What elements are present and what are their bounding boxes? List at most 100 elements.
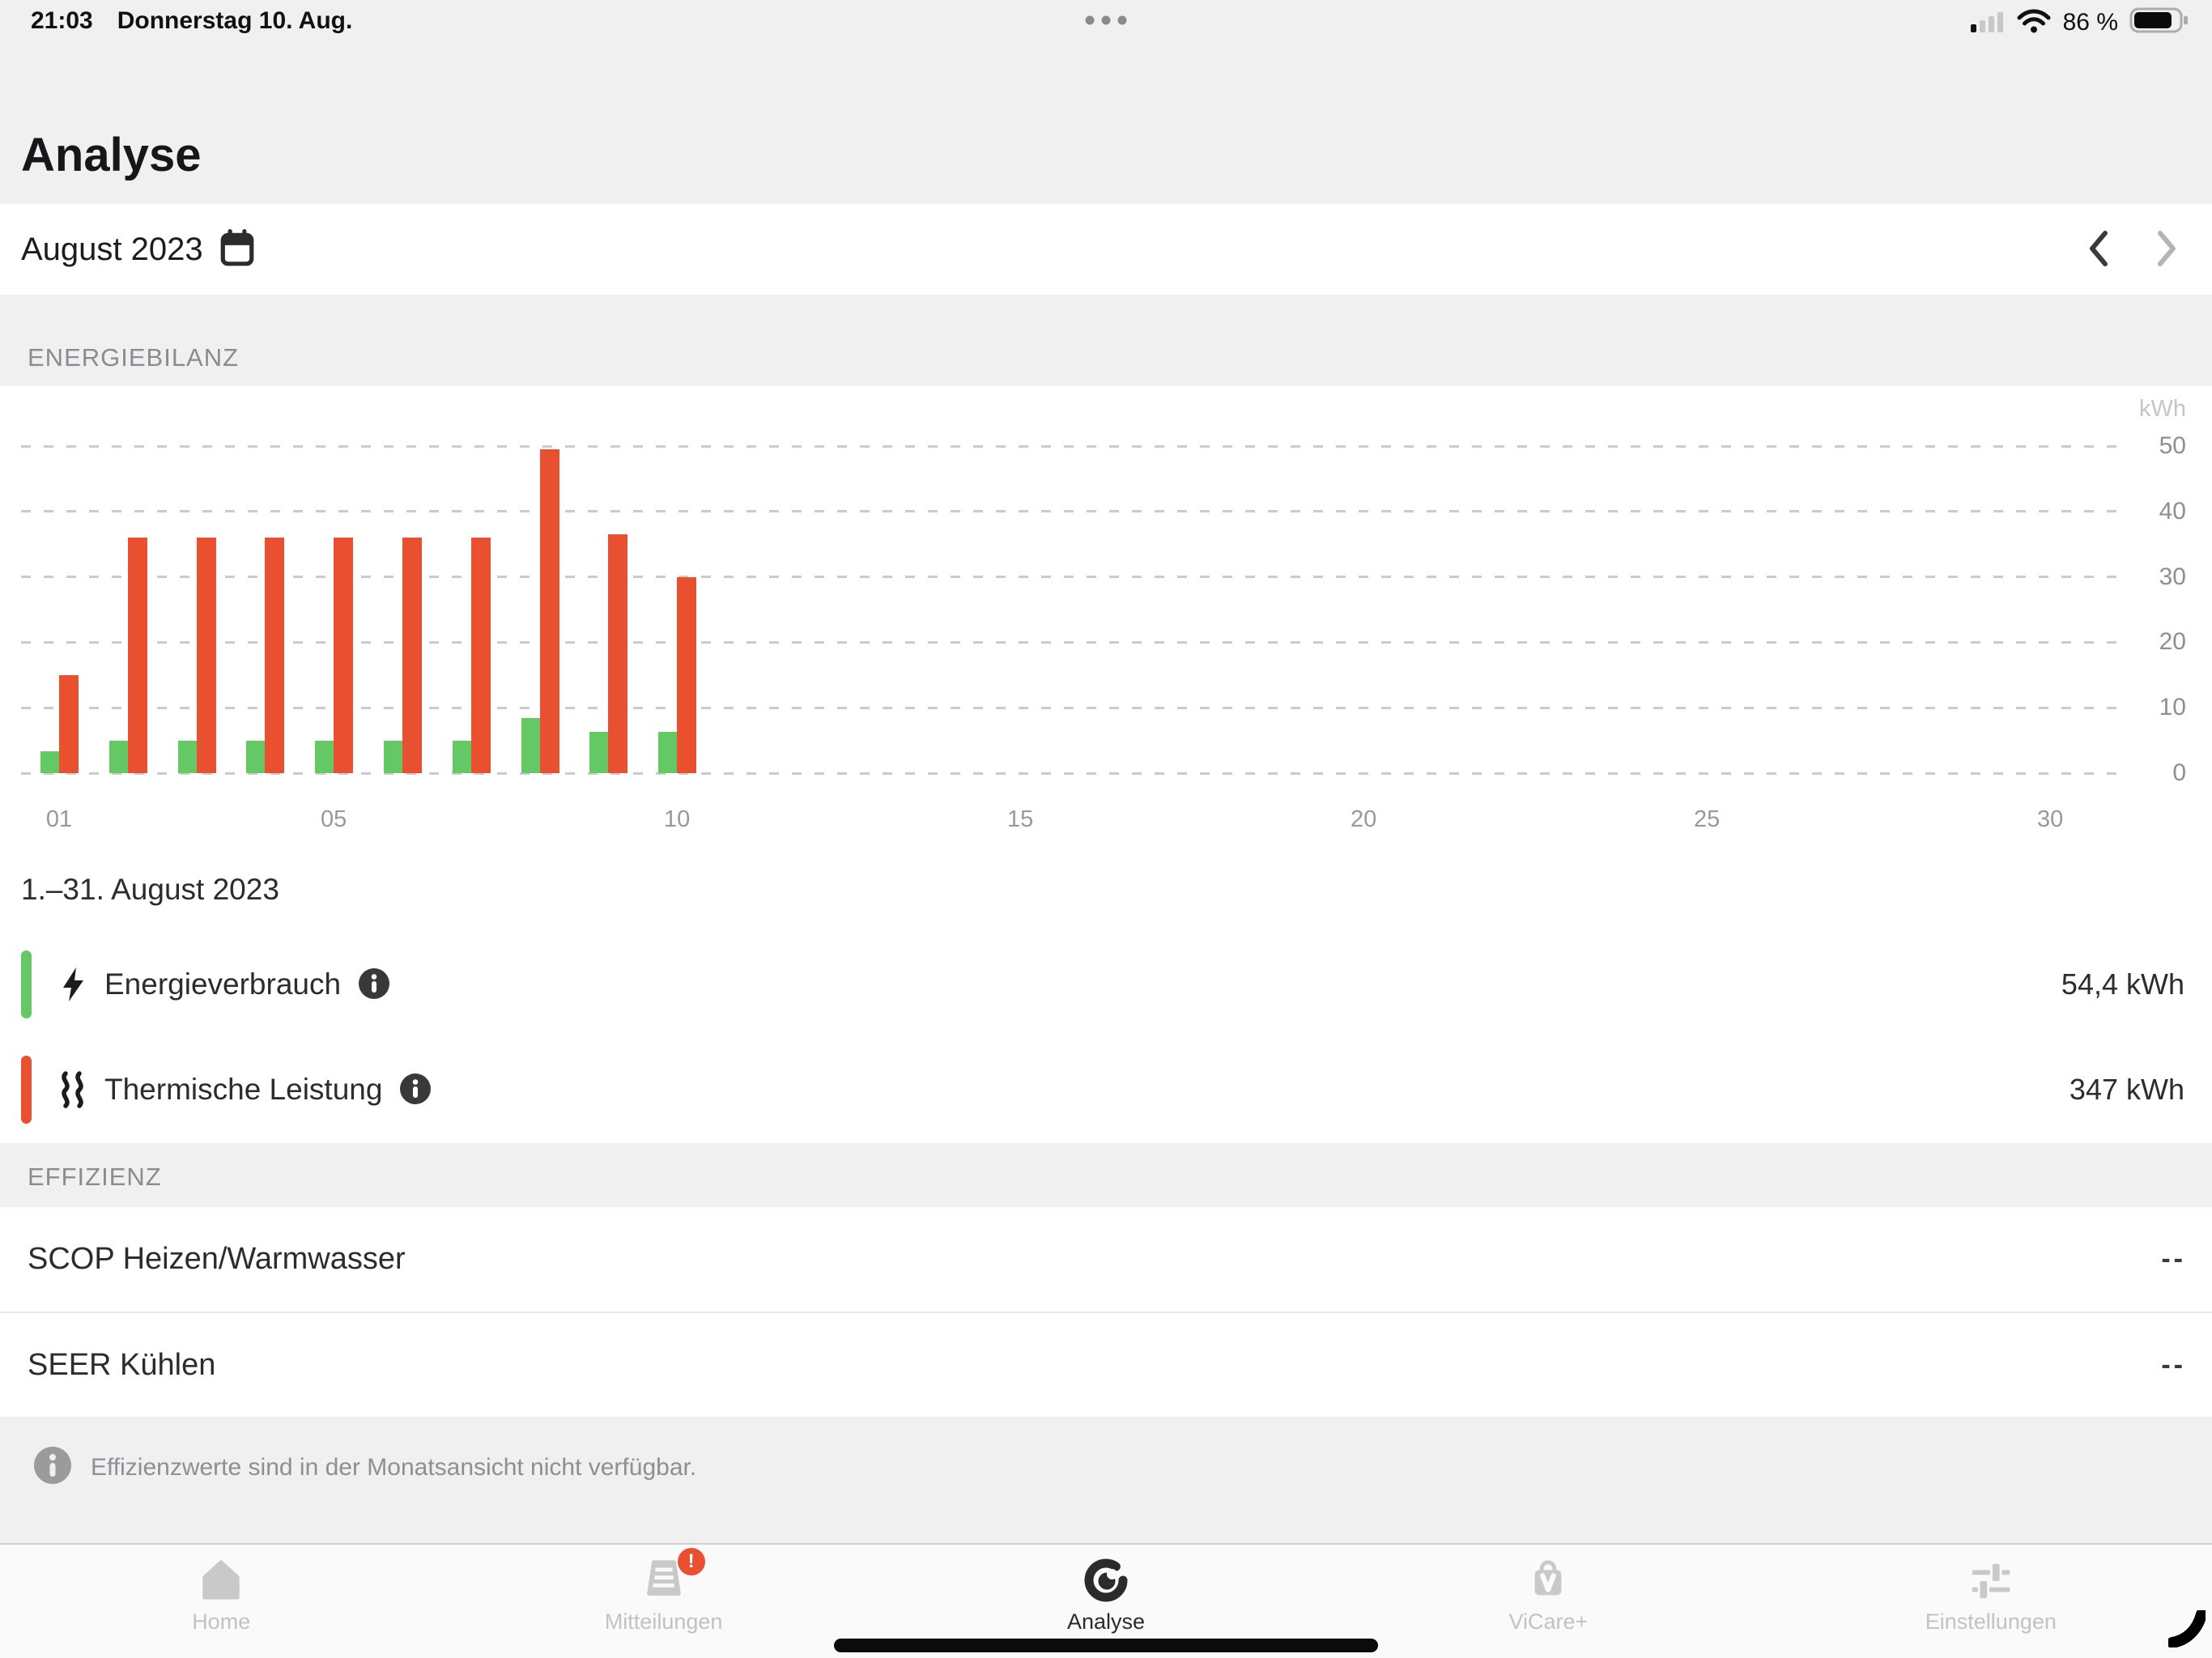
efficiency-row-scop: SCOP Heizen/Warmwasser -- [28,1207,2186,1311]
legend-value-thermal: 347 kWh [2069,1073,2184,1106]
bar-consumption-day-10 [658,732,678,773]
status-date: Donnerstag 10. Aug. [117,7,353,34]
x-axis-label-15: 15 [1007,806,1034,832]
bar-thermal-day-6 [402,538,422,773]
x-axis-label-10: 10 [664,806,691,832]
date-selector-row: August 2023 [0,204,2212,295]
info-button-thermal[interactable] [400,1073,432,1107]
seer-value: -- [2161,1349,2186,1380]
tab-einstellungen[interactable]: Einstellungen [1770,1545,2212,1658]
bar-thermal-day-4 [265,538,285,773]
bar-thermal-day-10 [677,576,697,773]
legend-row-thermal: Thermische Leistung 347 kWh [21,1056,2184,1124]
vicare-bag-icon [1525,1554,1572,1606]
x-axis-label-30: 30 [2037,806,2064,832]
legend-label-consumption: Energieverbrauch [104,967,342,1001]
y-axis-label-20: 20 [2159,628,2186,656]
bar-thermal-day-3 [196,538,216,773]
tab-label-analyse: Analyse [1066,1609,1146,1634]
divider [0,1312,2212,1313]
chart-unit-label: kWh [2139,396,2186,422]
x-axis-label-25: 25 [1694,806,1721,832]
y-axis-label-0: 0 [2172,759,2186,786]
note-text: Effizienzwerte sind in der Monatsansicht… [91,1453,697,1481]
legend-color-thermal [21,1056,32,1124]
tab-label-einstellungen: Einstellungen [1925,1609,2057,1634]
bar-consumption-day-1 [40,750,59,773]
info-icon [359,967,390,1001]
legend-row-consumption: Energieverbrauch 54,4 kWh [21,950,2184,1018]
bolt-icon [54,967,91,1002]
bar-consumption-day-2 [108,740,128,773]
bar-thermal-day-2 [127,538,147,773]
calendar-icon [219,228,255,271]
tab-bar: Home ! Mitteilungen [0,1543,2212,1658]
bar-consumption-day-5 [315,740,334,773]
efficiency-card: SCOP Heizen/Warmwasser -- SEER Kühlen -- [0,1207,2212,1417]
cellular-signal-icon [1969,6,2005,38]
bar-consumption-day-7 [452,740,471,773]
legend-value-consumption: 54,4 kWh [2061,967,2184,1001]
date-range-label: 1.–31. August 2023 [21,873,279,906]
chevron-right-icon [2155,229,2180,270]
analyse-icon [1081,1554,1131,1606]
gridline-10 [21,706,2120,709]
y-axis-label-10: 10 [2159,694,2186,721]
bar-consumption-day-8 [521,718,540,773]
efficiency-note: Effizienzwerte sind in der Monatsansicht… [34,1447,696,1488]
bar-consumption-day-9 [589,732,609,773]
bar-thermal-day-7 [470,538,491,773]
section-label-energiebilanz: ENERGIEBILANZ [28,343,240,372]
status-time: 21:03 [31,7,93,34]
y-axis-label-40: 40 [2159,497,2186,525]
wifi-icon [2016,7,2052,37]
tab-label-vicare: ViCare+ [1508,1609,1589,1634]
legend-color-consumption [21,950,32,1018]
battery-percent: 86 % [2062,8,2118,36]
info-button-consumption[interactable] [359,967,390,1001]
section-label-effizienz: EFFIZIENZ [28,1163,162,1191]
date-picker-label: August 2023 [21,231,203,267]
date-picker[interactable]: August 2023 [21,204,255,295]
heat-waves-icon [54,1071,91,1108]
messages-icon: ! [640,1548,705,1606]
bar-consumption-day-6 [384,740,402,773]
info-icon [34,1447,71,1488]
gridline-20 [21,640,2120,644]
y-axis-label-30: 30 [2159,563,2186,590]
screen-corner-mark [2167,1609,2207,1652]
legend-label-thermal: Thermische Leistung [104,1073,383,1106]
multitasking-dots-icon[interactable] [1085,15,1127,29]
scop-label: SCOP Heizen/Warmwasser [28,1241,406,1276]
previous-month-button[interactable] [2086,229,2110,270]
seer-label: SEER Kühlen [28,1347,216,1382]
gridline-50 [21,444,2120,448]
tab-mitteilungen[interactable]: ! Mitteilungen [442,1545,884,1658]
page-title: Analyse [21,129,202,181]
home-indicator[interactable] [834,1639,1378,1652]
tab-analyse[interactable]: Analyse [885,1545,1327,1658]
x-axis-label-01: 01 [45,806,73,832]
status-bar: 21:03 Donnerstag 10. Aug. [0,0,2212,39]
bar-consumption-day-4 [246,740,266,773]
sliders-icon [1967,1554,2014,1606]
bar-thermal-day-8 [539,449,559,773]
tab-vicare-plus[interactable]: ViCare+ [1327,1545,1769,1658]
bar-thermal-day-1 [59,674,79,773]
x-axis-label-05: 05 [321,806,347,832]
bar-thermal-day-5 [334,538,354,773]
gridline-40 [21,510,2120,513]
tab-home[interactable]: Home [0,1545,442,1658]
chevron-left-icon [2086,229,2110,270]
x-axis-label-20: 20 [1351,806,1377,832]
next-month-button[interactable] [2155,229,2180,270]
energy-balance-card: 0 10 20 30 40 50 01 05 10 15 20 25 30 kWh [0,386,2212,1143]
tab-label-home: Home [192,1609,251,1634]
battery-icon [2129,6,2189,39]
bar-thermal-day-9 [608,534,628,773]
efficiency-row-seer: SEER Kühlen -- [28,1313,2186,1417]
gridline-0 [21,772,2120,775]
tab-label-mitteilungen: Mitteilungen [604,1609,723,1634]
